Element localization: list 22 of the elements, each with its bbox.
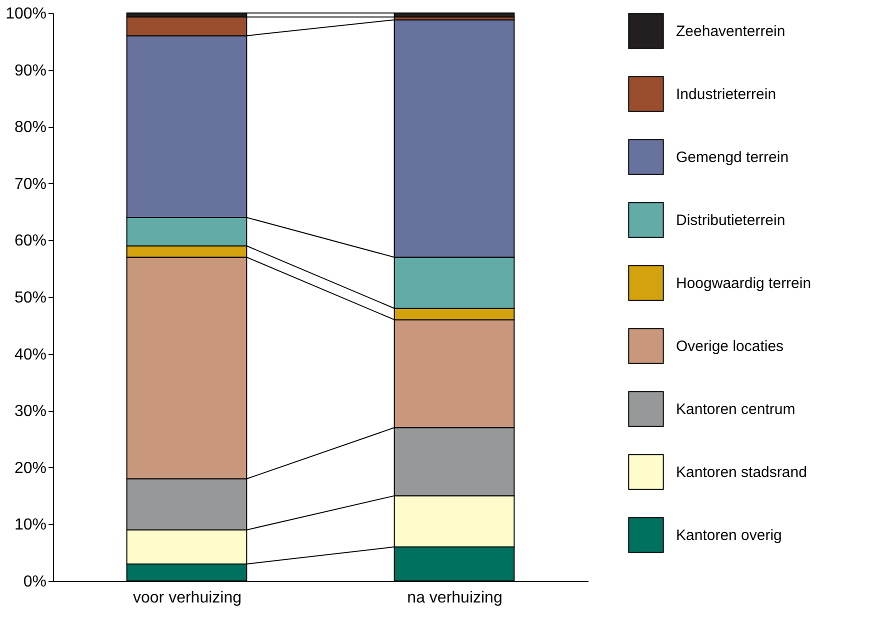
y-tick-label: 20% <box>14 460 46 477</box>
y-tick-label: 30% <box>14 403 46 420</box>
legend-label: Zeehaventerrein <box>676 23 786 40</box>
legend-label: Overige locaties <box>676 338 784 355</box>
y-tick-label: 100% <box>6 6 46 22</box>
legend-label: Hoogwaardig terrein <box>676 275 812 292</box>
legend-label: Kantoren overig <box>676 527 782 544</box>
legend-label: Gemengd terrein <box>676 149 789 166</box>
y-tick-label: 40% <box>14 346 46 364</box>
legend-label: Kantoren centrum <box>676 401 796 418</box>
y-tick-label: 0% <box>23 574 46 590</box>
y-tick-label: 90% <box>14 62 46 80</box>
y-tick-label: 80% <box>14 119 46 136</box>
y-tick-label: 70% <box>14 176 46 193</box>
y-tick-label: 10% <box>14 516 46 534</box>
legend-label: Industrieterrein <box>676 86 776 103</box>
x-tick-label: voor verhuizing <box>133 590 242 606</box>
x-tick-label: na verhuizing <box>407 590 502 606</box>
y-tick-label: 50% <box>14 290 46 306</box>
y-tick-label: 60% <box>14 232 46 250</box>
legend-label: Distributieterrein <box>676 212 786 229</box>
legend-label: Kantoren stadsrand <box>676 464 807 481</box>
